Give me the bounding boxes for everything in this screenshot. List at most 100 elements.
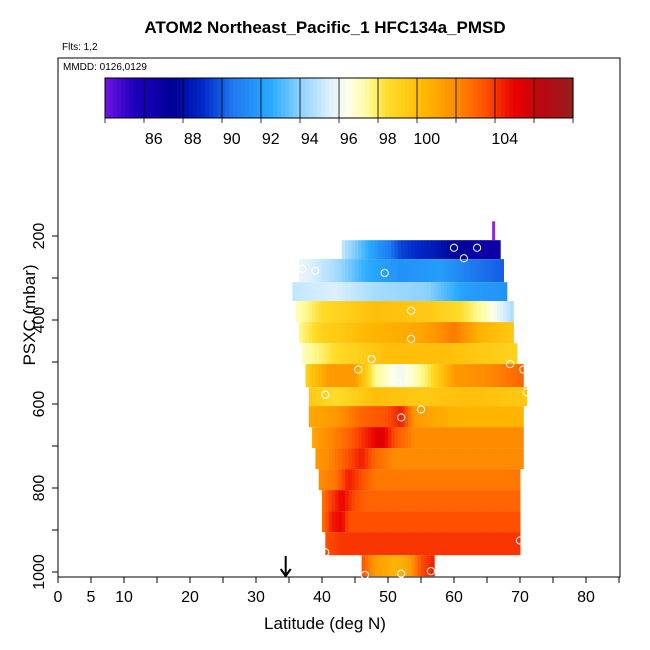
heatmap-cell (463, 387, 468, 407)
heatmap-cell (520, 406, 524, 428)
heatmap-cell (374, 448, 379, 470)
heatmap-cell (503, 364, 508, 388)
heatmap-cell (470, 511, 475, 533)
heatmap-cell (335, 469, 339, 491)
heatmap-cell (493, 240, 498, 260)
heatmap-cell (417, 282, 422, 302)
latitude-arrow-marker (279, 556, 292, 578)
heatmap-cell (348, 240, 353, 260)
heatmap-cell (341, 427, 346, 449)
heatmap-cell (358, 282, 363, 302)
colorbar-segment (161, 78, 166, 118)
colorbar-segment (433, 78, 438, 118)
heatmap-cell (437, 427, 442, 449)
heatmap-cell (394, 469, 399, 491)
heatmap-cell (430, 469, 435, 491)
heatmap-cell (368, 240, 372, 260)
heatmap-cell (345, 282, 349, 302)
heatmap-cell (430, 364, 435, 388)
heatmap-cell (308, 387, 313, 407)
heatmap-cell (361, 448, 366, 470)
heatmap-cell (470, 259, 475, 283)
heatmap-cell (401, 240, 405, 260)
colorbar-segment (385, 78, 390, 118)
heatmap-cell (338, 469, 343, 491)
heatmap-cell (454, 448, 458, 470)
heatmap-cell (493, 448, 498, 470)
heatmap-cell (331, 532, 336, 556)
heatmap-cell (447, 532, 452, 556)
heatmap-cell (467, 322, 471, 344)
heatmap-cell (493, 427, 498, 449)
heatmap-cell (414, 448, 419, 470)
heatmap-cell (503, 511, 508, 533)
heatmap-cell (457, 448, 462, 470)
heatmap-cell (374, 343, 379, 365)
heatmap-cell (496, 511, 501, 533)
heatmap-cell (421, 406, 425, 428)
heatmap-cell (305, 282, 310, 302)
heatmap-cell (483, 490, 488, 512)
heatmap-cell (407, 282, 412, 302)
x-tick-label: 40 (313, 589, 331, 606)
heatmap-cell (500, 448, 504, 470)
heatmap-cell (368, 448, 372, 470)
heatmap-cell (480, 322, 485, 344)
heatmap-cell (427, 469, 432, 491)
sample-point (321, 548, 330, 557)
heatmap-cell (480, 282, 485, 302)
heatmap-cell (444, 282, 448, 302)
heatmap-cell (440, 387, 445, 407)
heatmap-cell (322, 469, 326, 491)
heatmap-cell (500, 322, 504, 344)
heatmap-cell (335, 301, 339, 323)
heatmap-cell (440, 322, 445, 344)
heatmap-cell (490, 322, 495, 344)
heatmap-cell (487, 511, 491, 533)
heatmap-cell (368, 301, 372, 323)
heatmap-cell (328, 343, 333, 365)
heatmap-cell (364, 532, 369, 556)
heatmap-cell (460, 240, 465, 260)
heatmap-cell (331, 322, 336, 344)
heatmap-cell (351, 301, 356, 323)
heatmap-cell (434, 427, 438, 449)
heatmap-cell (374, 301, 379, 323)
colorbar-segment (141, 78, 146, 118)
heatmap-cell (351, 240, 356, 260)
heatmap-cell (477, 511, 481, 533)
heatmap-cell (513, 364, 518, 388)
heatmap-cell (378, 490, 382, 512)
colorbar-segment (437, 78, 442, 118)
heatmap-cell (381, 555, 386, 577)
heatmap-cell (401, 490, 405, 512)
heatmap-cell (345, 364, 349, 388)
heatmap-cell (298, 301, 303, 323)
heatmap-cell (460, 469, 465, 491)
heatmap-cell (457, 364, 462, 388)
colorbar-segment (201, 78, 206, 118)
colorbar-segment (557, 78, 562, 118)
heatmap-cell (335, 448, 339, 470)
heatmap-cell (463, 301, 468, 323)
heatmap-cell (444, 240, 448, 260)
heatmap-cell (411, 343, 415, 365)
heatmap-cell (460, 532, 465, 556)
heatmap-cell (374, 322, 379, 344)
heatmap-cell (355, 343, 359, 365)
colorbar-tick-label: 90 (223, 131, 241, 148)
heatmap-cell (368, 259, 372, 283)
heatmap-cell (331, 364, 336, 388)
heatmap-cell (351, 387, 356, 407)
heatmap-cell (361, 490, 366, 512)
sample-point (519, 365, 528, 374)
heatmap-cell (430, 343, 435, 365)
heatmap-cell (345, 406, 349, 428)
heatmap-cell (490, 511, 495, 533)
heatmap-cell (506, 532, 511, 556)
heatmap-cell (414, 364, 419, 388)
heatmap-cell (470, 387, 475, 407)
heatmap-cell (341, 448, 346, 470)
x-tick-label: 5 (87, 589, 96, 606)
y-tick-label: 800 (31, 475, 48, 502)
